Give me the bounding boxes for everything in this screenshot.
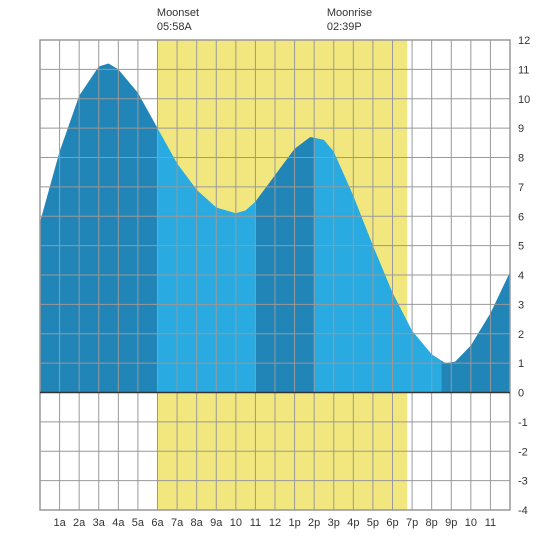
x-tick-label: 10 — [230, 517, 242, 529]
annotation-title: Moonrise — [327, 6, 372, 20]
y-tick-label: 10 — [518, 94, 530, 106]
x-tick-label: 1p — [288, 517, 300, 529]
y-tick-label: 2 — [518, 329, 524, 341]
x-tick-label: 2p — [308, 517, 320, 529]
x-tick-label: 10 — [465, 517, 477, 529]
y-tick-label: 1 — [518, 358, 524, 370]
y-tick-label: 9 — [518, 123, 524, 135]
moonrise-label: Moonrise02:39P — [327, 6, 372, 35]
tide-chart: -4-3-2-101234567891011121a2a3a4a5a6a7a8a… — [0, 0, 550, 550]
annotation-time: 02:39P — [327, 20, 372, 34]
x-tick-label: 8a — [191, 517, 204, 529]
x-tick-label: 3a — [93, 517, 106, 529]
x-tick-label: 2a — [73, 517, 86, 529]
annotation-time: 05:58A — [157, 20, 199, 34]
y-tick-label: 0 — [518, 388, 524, 400]
x-tick-label: 1a — [53, 517, 66, 529]
x-tick-label: 5p — [367, 517, 379, 529]
x-tick-label: 11 — [485, 517, 496, 529]
chart-svg: -4-3-2-101234567891011121a2a3a4a5a6a7a8a… — [0, 0, 550, 550]
x-tick-label: 7a — [171, 517, 184, 529]
y-tick-label: 7 — [518, 182, 524, 194]
y-tick-label: -4 — [518, 505, 528, 517]
y-tick-label: 4 — [518, 270, 524, 282]
x-tick-label: 9a — [210, 517, 223, 529]
x-tick-label: 3p — [328, 517, 340, 529]
x-tick-label: 5a — [132, 517, 145, 529]
moonset-label: Moonset05:58A — [157, 6, 199, 35]
x-tick-label: 8p — [426, 517, 438, 529]
x-tick-label: 11 — [250, 517, 261, 529]
annotation-title: Moonset — [157, 6, 199, 20]
x-tick-label: 4a — [112, 517, 125, 529]
y-tick-label: 11 — [518, 64, 529, 76]
y-tick-label: 6 — [518, 211, 524, 223]
y-tick-label: -1 — [518, 417, 528, 429]
y-tick-label: 3 — [518, 299, 524, 311]
x-tick-label: 9p — [445, 517, 457, 529]
x-tick-label: 7p — [406, 517, 418, 529]
y-tick-label: 8 — [518, 153, 524, 165]
x-tick-label: 4p — [347, 517, 359, 529]
x-tick-label: 6p — [386, 517, 398, 529]
y-tick-label: -3 — [518, 476, 528, 488]
x-tick-label: 12 — [269, 517, 281, 529]
y-tick-label: 12 — [518, 35, 530, 47]
x-tick-label: 6a — [151, 517, 164, 529]
y-tick-label: 5 — [518, 241, 524, 253]
y-tick-label: -2 — [518, 446, 528, 458]
